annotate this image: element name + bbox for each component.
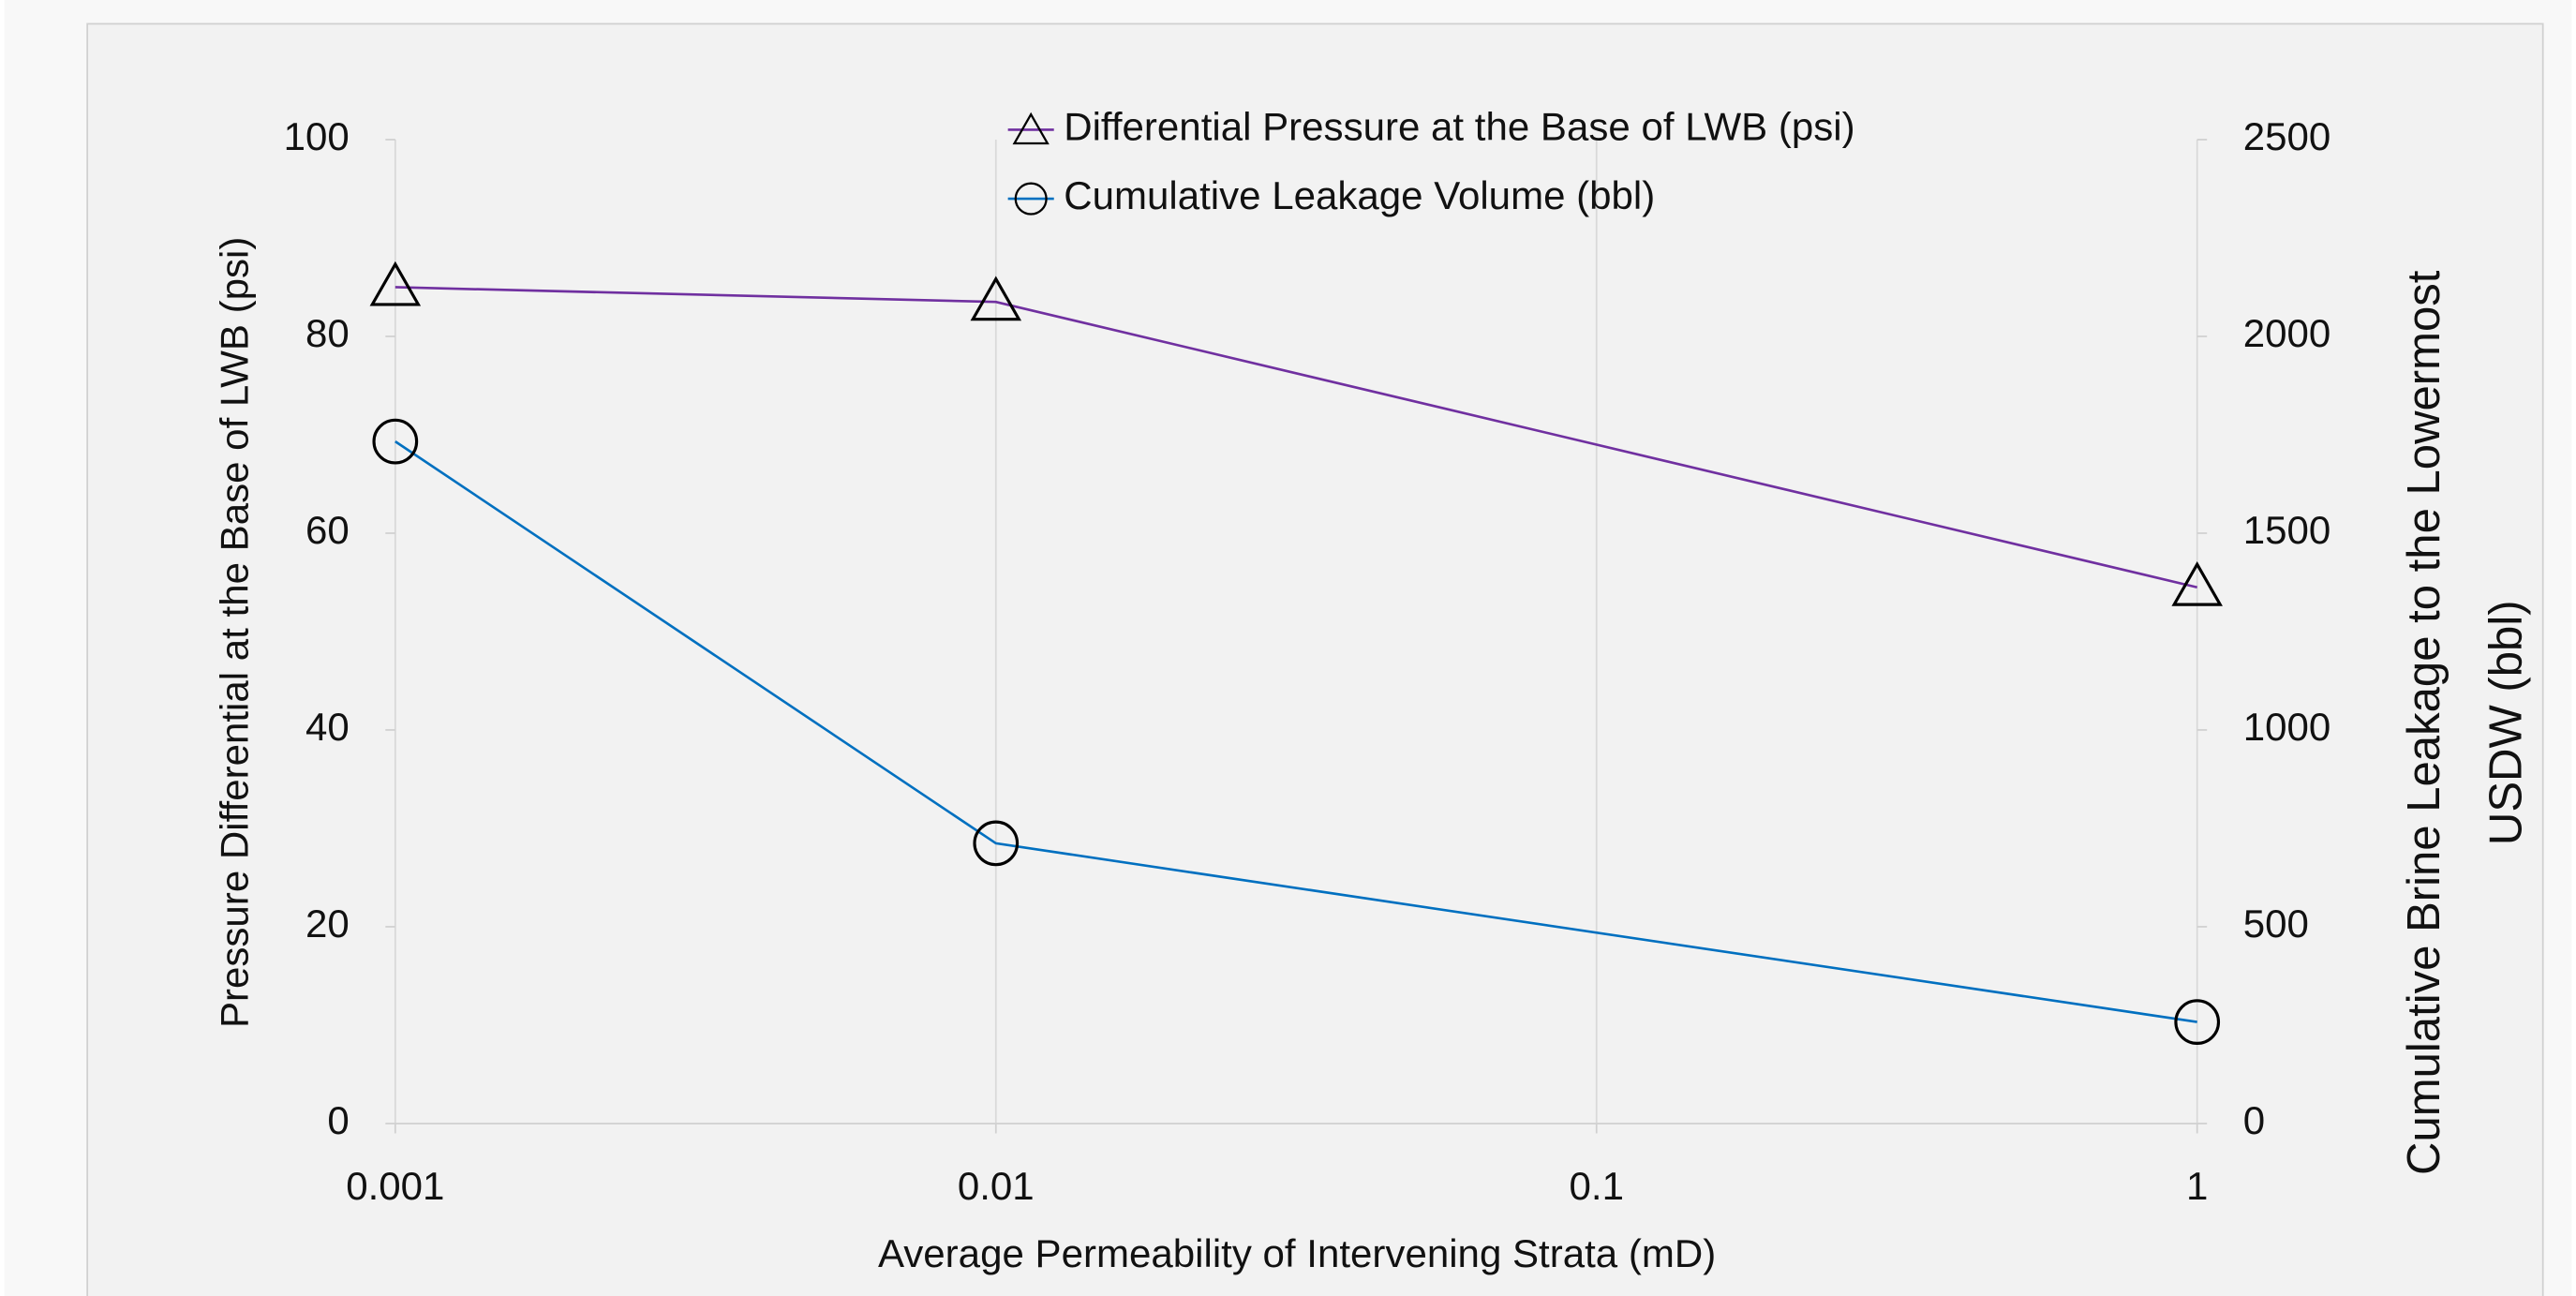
legend-label: Differential Pressure at the Base of LWB… (1064, 105, 1854, 149)
x-tick-label: 1 (2186, 1164, 2208, 1208)
data-point (2174, 999, 2221, 1045)
data-point (2171, 561, 2223, 606)
y2-tick-label: 2000 (2243, 311, 2331, 355)
y2-tick-label: 1500 (2243, 508, 2331, 552)
y2-tick-label: 500 (2243, 901, 2309, 946)
y2-tick-label: 1000 (2243, 705, 2331, 749)
data-point (369, 261, 422, 306)
y-tick-label: 0 (327, 1098, 349, 1142)
x-tick-label: 0.001 (346, 1164, 444, 1208)
y-tick-label: 80 (305, 311, 350, 355)
series-line (395, 440, 2197, 1023)
chart-area (86, 22, 2544, 1296)
legend-marker (1014, 182, 1048, 216)
legend-marker (1012, 112, 1050, 145)
data-point (372, 418, 419, 465)
y-axis-label: Pressure Differential at the Base of LWB… (213, 237, 257, 1028)
data-point (970, 276, 1022, 321)
y2-axis-label: Cumulative Brine Leakage to the Lowermos… (2399, 270, 2449, 1175)
legend-label: Cumulative Leakage Volume (bbl) (1064, 173, 1655, 217)
y-tick-label: 60 (305, 508, 350, 552)
y-tick-label: 20 (305, 901, 350, 946)
x-tick-label: 0.1 (1570, 1164, 1624, 1208)
x-tick-label: 0.01 (958, 1164, 1035, 1208)
y2-tick-label: 0 (2243, 1098, 2265, 1142)
x-axis-label: Average Permeability of Intervening Stra… (878, 1231, 1716, 1275)
y2-axis-label: USDW (bbl) (2481, 600, 2532, 845)
y2-tick-label: 2500 (2243, 114, 2331, 158)
y-tick-label: 100 (284, 114, 350, 158)
series-line (395, 286, 2198, 589)
data-point (973, 820, 1020, 867)
y-tick-label: 40 (305, 705, 350, 749)
